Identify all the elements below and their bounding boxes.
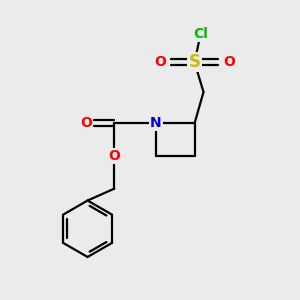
Text: S: S [189, 53, 201, 71]
Text: O: O [108, 149, 120, 163]
Text: Cl: Cl [193, 27, 208, 41]
Text: O: O [223, 55, 235, 69]
Text: O: O [154, 55, 166, 69]
Text: N: N [150, 116, 162, 130]
Text: O: O [80, 116, 92, 130]
